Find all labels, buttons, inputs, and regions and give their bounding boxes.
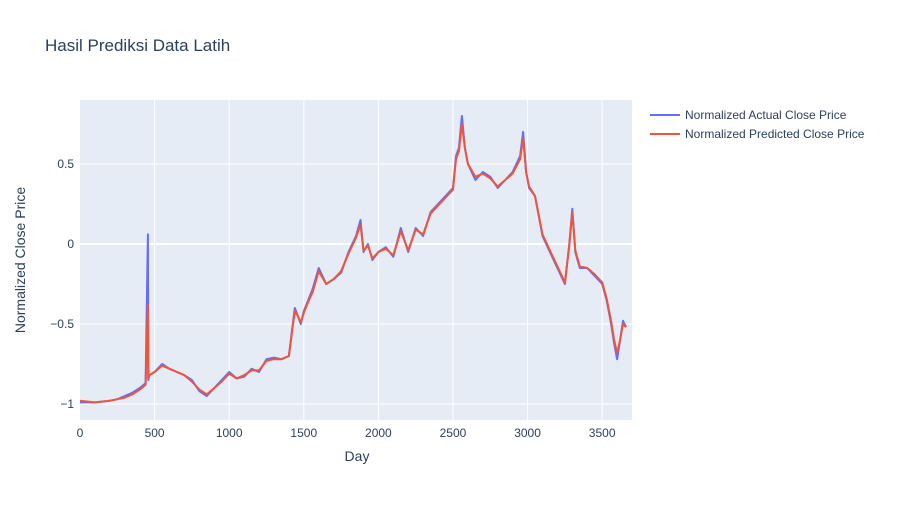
legend[interactable]: Normalized Actual Close Price Normalized… — [650, 108, 865, 141]
gridlines — [80, 100, 632, 420]
series-line-predicted — [79, 123, 627, 404]
legend-label-predicted: Normalized Predicted Close Price — [685, 127, 865, 141]
legend-item-predicted[interactable]: Normalized Predicted Close Price — [650, 127, 865, 141]
x-tick-label: 1500 — [290, 426, 317, 440]
x-tick-label: 0 — [77, 426, 84, 440]
series-lines — [79, 115, 627, 404]
x-tick-label: 3000 — [514, 426, 541, 440]
y-tick-label: 0 — [67, 237, 74, 251]
x-tick-label: 2500 — [440, 426, 467, 440]
x-tick-label: 500 — [145, 426, 165, 440]
y-tick-label: 0.5 — [57, 157, 74, 171]
plot-background — [80, 100, 632, 420]
y-tick-label: −0.5 — [50, 317, 74, 331]
y-tick-label: −1 — [60, 397, 74, 411]
chart-title: Hasil Prediksi Data Latih — [45, 36, 230, 55]
x-tick-label: 3500 — [589, 426, 616, 440]
legend-item-actual[interactable]: Normalized Actual Close Price — [650, 108, 847, 122]
x-tick-label: 2000 — [365, 426, 392, 440]
y-axis-label: Normalized Close Price — [12, 187, 28, 333]
x-tick-label: 1000 — [216, 426, 243, 440]
tick-labels: 0 500 1000 1500 2000 2500 3000 3500 −1 −0.5 0 0.5 — [50, 157, 616, 440]
x-axis-label: Day — [345, 448, 370, 464]
legend-label-actual: Normalized Actual Close Price — [685, 108, 847, 122]
